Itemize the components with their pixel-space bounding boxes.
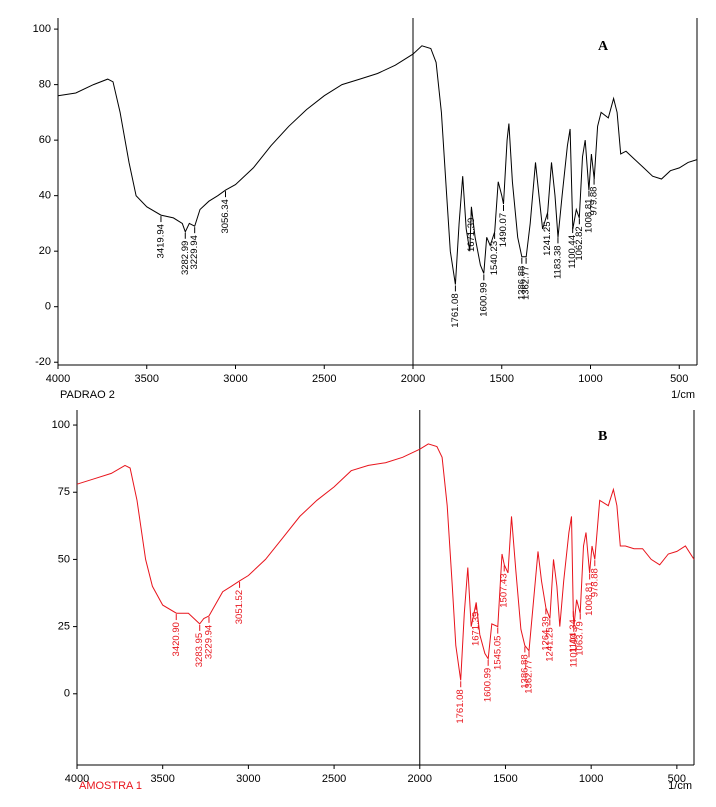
x-tick-label: 3500: [135, 373, 159, 385]
peak-label: 1063.79: [575, 621, 586, 655]
peak-label: 3051.52: [234, 590, 245, 624]
x-tick-label: 2500: [322, 773, 346, 785]
panel-label: B: [598, 429, 607, 444]
peak-label: 3229.94: [189, 235, 200, 269]
x-tick-label: 4000: [65, 773, 89, 785]
peak-label: 1062.82: [574, 226, 585, 260]
y-tick-label: 100: [33, 23, 51, 35]
y-tick-label: 50: [58, 553, 70, 565]
x-tick-label: 4000: [46, 373, 70, 385]
peak-label: 1362.77: [521, 266, 532, 300]
x-tick-label: 1500: [493, 773, 517, 785]
y-tick-label: 75: [58, 486, 70, 498]
x-tick-label: 3500: [150, 773, 174, 785]
y-tick-label: -20: [35, 356, 51, 368]
x-tick-label: 3000: [223, 373, 247, 385]
y-tick-label: 60: [39, 134, 51, 146]
peak-label: 1671.39: [466, 218, 477, 252]
spectrum-line: [76, 443, 695, 681]
x-tick-label: 500: [670, 373, 688, 385]
peak-label: 979.88: [589, 187, 600, 216]
peak-label: 978.88: [589, 568, 600, 597]
peak-label: 1386.88: [516, 266, 527, 300]
spectrum-line: [57, 45, 698, 285]
x-tick-label: 1000: [579, 773, 603, 785]
peak-label: 1264.39: [540, 616, 551, 650]
peak-label: 1386.88: [519, 654, 530, 688]
series-label: AMOSTRA 1: [79, 780, 142, 792]
peak-label: 3056.34: [220, 199, 231, 233]
peak-label: 1241.25: [542, 222, 553, 256]
x-tick-label: 2000: [408, 773, 432, 785]
peak-label: 1761.08: [455, 689, 466, 723]
peak-label: 1671.39: [471, 612, 482, 646]
peak-label: 1600.99: [483, 668, 494, 702]
peak-label: 1100.44: [567, 235, 578, 269]
peak-label: 1241.25: [544, 627, 555, 661]
y-tick-label: 40: [39, 190, 51, 202]
panel-label: A: [598, 39, 609, 54]
y-tick-label: 0: [64, 688, 70, 700]
peak-label: 3282.99: [180, 241, 191, 275]
peak-label: 3420.90: [171, 622, 182, 656]
peak-label: 3229.94: [204, 625, 215, 659]
peak-label: 1101.40: [568, 634, 579, 668]
y-tick-label: 25: [58, 621, 70, 633]
peak-label: 1761.08: [450, 293, 461, 327]
peak-label: 1540.23: [489, 241, 500, 275]
x-tick-label: 2000: [401, 373, 425, 385]
peak-label: 1507.43: [499, 573, 510, 607]
peak-label: 1490.07: [498, 213, 509, 247]
peak-label: 1104.34: [568, 619, 579, 653]
x-tick-label: 2500: [312, 373, 336, 385]
x-tick-label: 1500: [490, 373, 514, 385]
x-tick-label: 1000: [578, 373, 602, 385]
x-unit-label: 1/cm: [668, 780, 692, 792]
peak-label: 3419.94: [156, 224, 167, 258]
y-tick-label: 80: [39, 79, 51, 91]
peak-label: 1600.99: [478, 282, 489, 316]
y-tick-label: 100: [52, 419, 70, 431]
x-unit-label: 1/cm: [671, 389, 695, 401]
y-tick-label: 20: [39, 245, 51, 257]
peak-label: 1008.81: [584, 582, 595, 616]
x-tick-label: 500: [668, 773, 686, 785]
x-tick-label: 3000: [236, 773, 260, 785]
series-label: PADRAO 2: [60, 389, 115, 401]
peak-label: 1545.05: [492, 636, 503, 670]
peak-label: 1183.38: [553, 245, 564, 279]
y-tick-label: 0: [45, 301, 51, 313]
peak-label: 3283.95: [194, 633, 205, 667]
peak-label: 1362.77: [524, 659, 535, 693]
peak-label: 1008.81: [583, 199, 594, 233]
